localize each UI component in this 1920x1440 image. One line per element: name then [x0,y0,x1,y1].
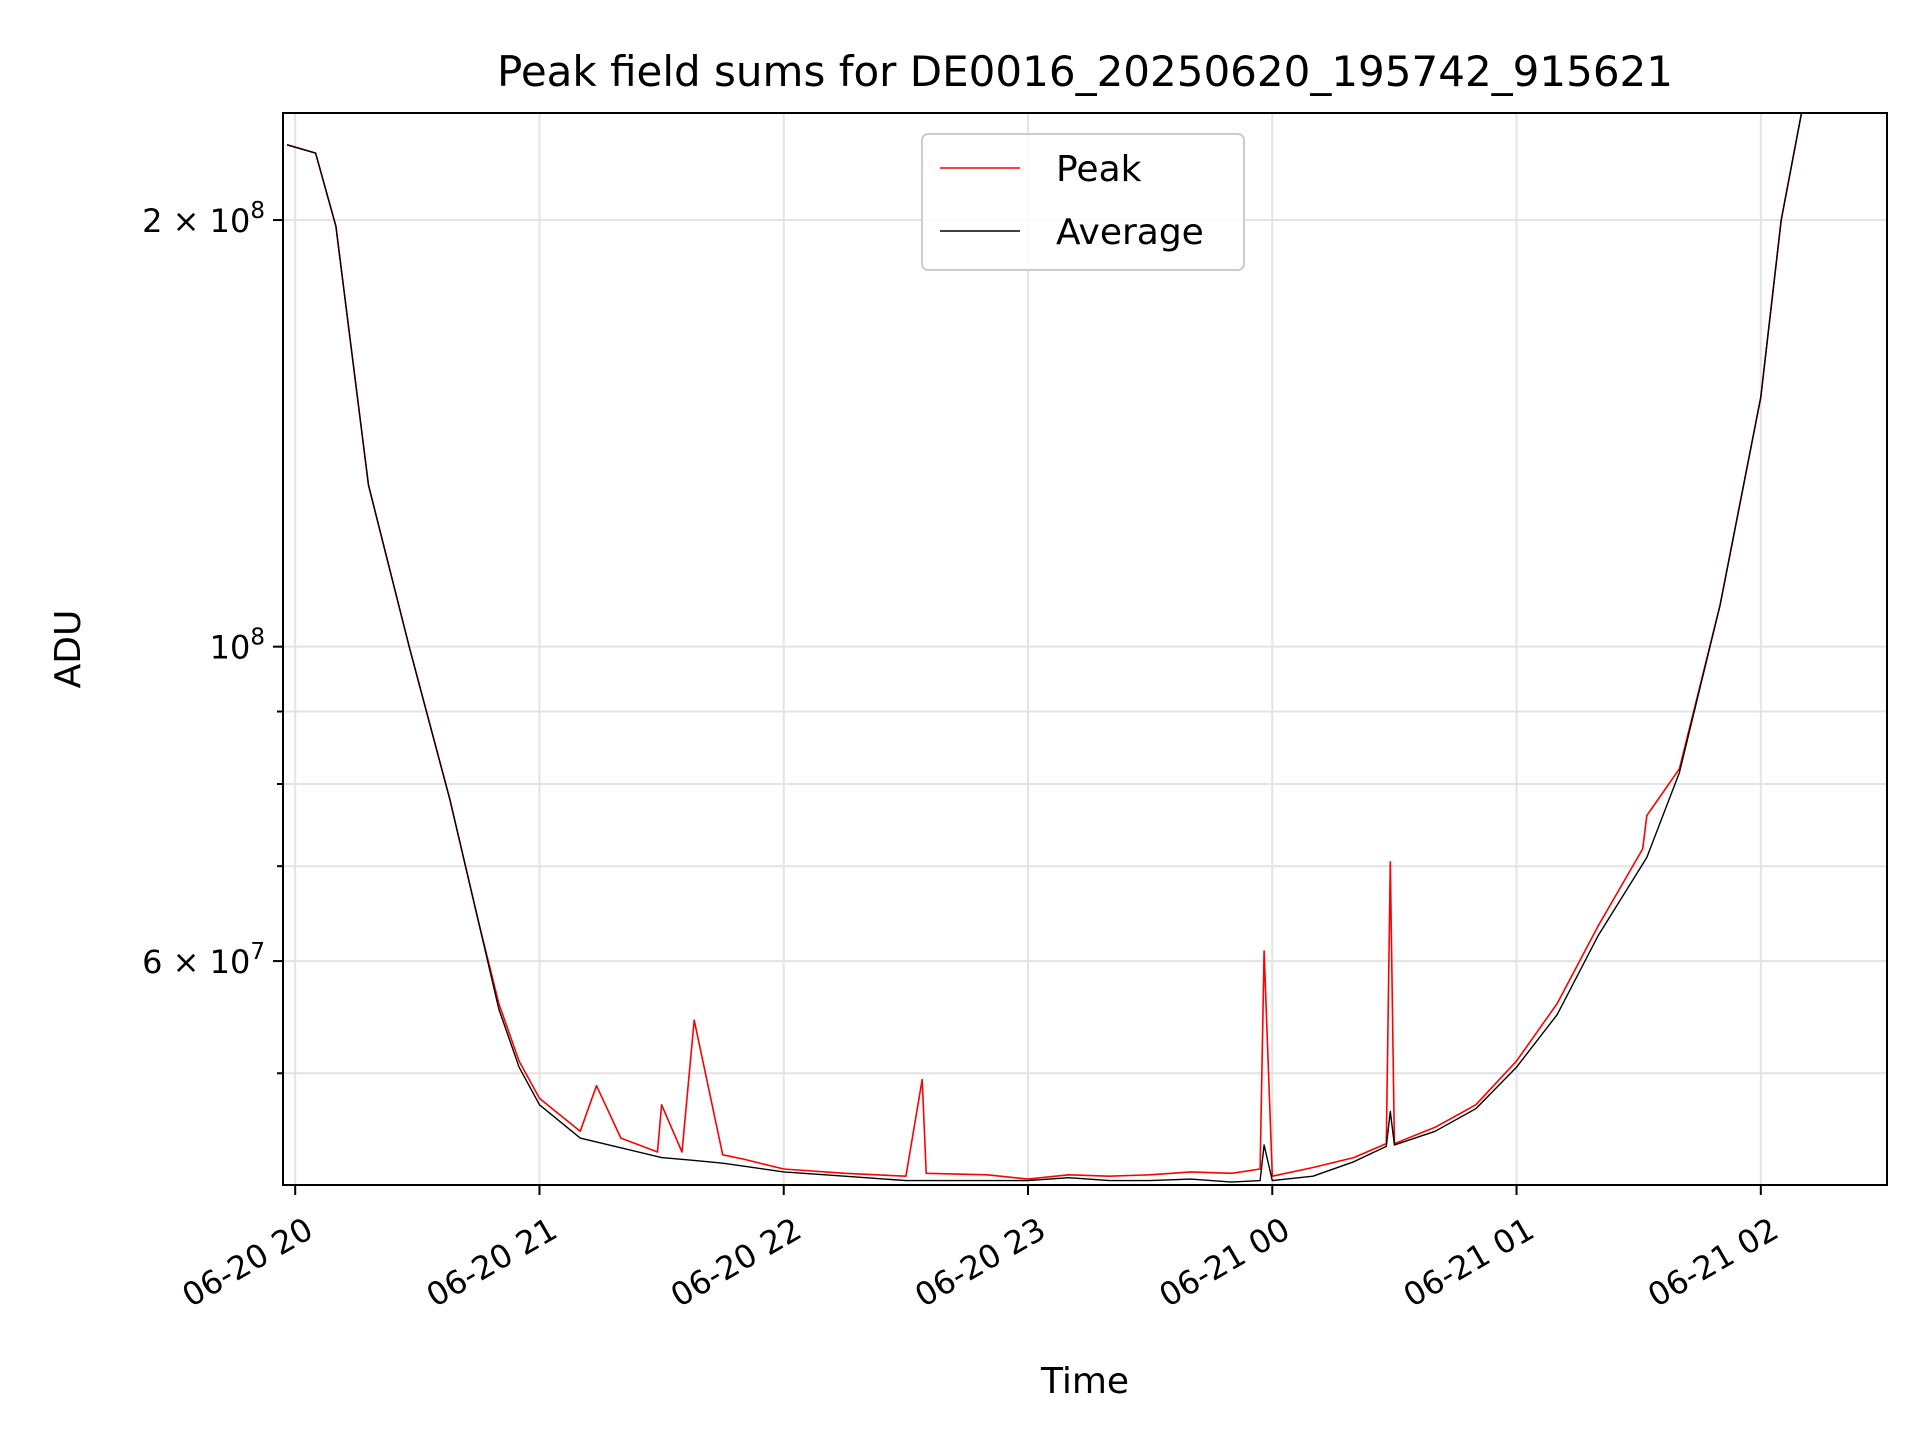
x-axis-label: Time [1040,1361,1129,1402]
y-axis-label: ADU [48,610,89,689]
y-tick-label: 6 × 107 [142,939,265,981]
legend-label-average: Average [1056,212,1204,253]
series-layer [286,112,1803,1183]
y-axis: 6 × 107 108 2 × 108 [142,198,283,1075]
legend: Peak Average [921,133,1245,271]
series-line-peak [286,112,1803,1180]
y-tick-label: 2 × 108 [142,198,265,240]
series-line-average [286,112,1803,1183]
legend-label-peak: Peak [1056,149,1142,190]
chart-title: Peak field sums for DE0016_20250620_1957… [497,47,1673,96]
y-tick-label: 108 [210,625,265,667]
plot-frame [282,112,1888,1186]
